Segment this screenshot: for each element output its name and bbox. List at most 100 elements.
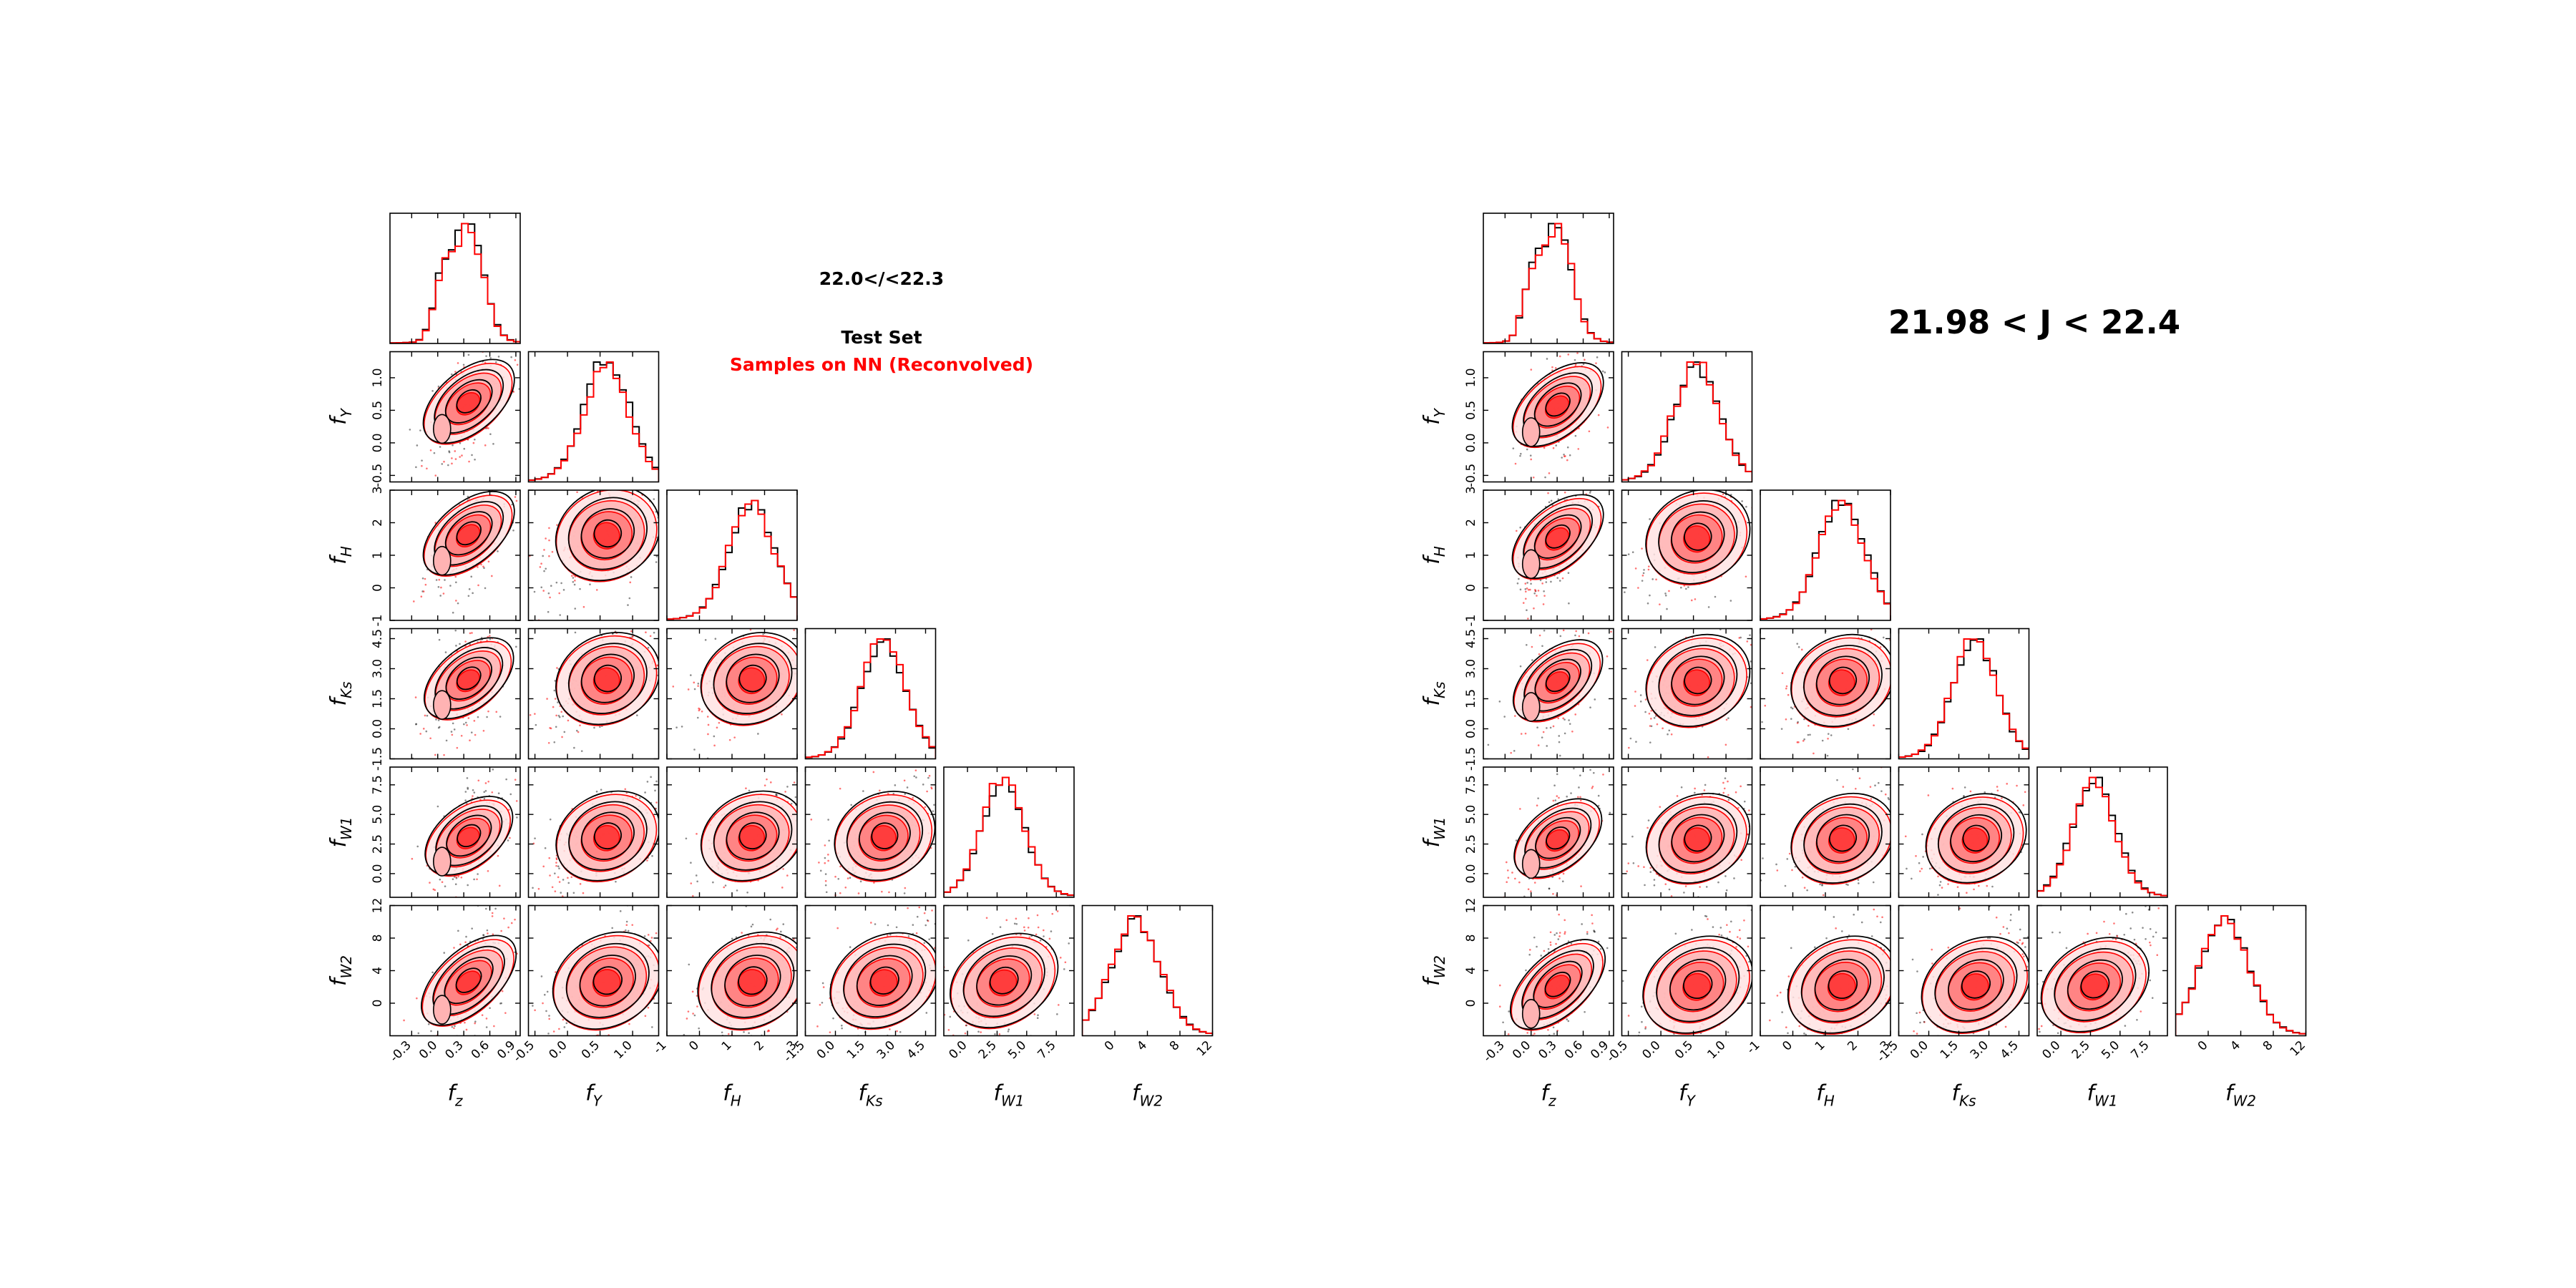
- density-contour-outline: [1816, 814, 1870, 863]
- density-contour-outline: [1671, 814, 1725, 863]
- density-contour-outline: [1921, 936, 2029, 1033]
- density-contour-outline: [962, 944, 1045, 1018]
- panel-frame: [389, 213, 521, 344]
- density-contour-outline: [1511, 362, 1604, 447]
- secondary-mode-contour: [1521, 998, 1541, 1029]
- density-contour-outline: [976, 955, 1033, 1006]
- density-contour-outline: [843, 943, 927, 1018]
- density-contour: [737, 969, 766, 997]
- y-tick-label: 3: [371, 487, 385, 494]
- density-contour-outline: [1828, 824, 1858, 852]
- density-contour-outline: [1962, 824, 1990, 852]
- density-contour-outline: [456, 521, 482, 546]
- panel-z-z: [389, 213, 521, 344]
- panel-Ks-Ks: [804, 628, 937, 760]
- y-tick-label: 1.5: [371, 689, 385, 708]
- density-contour-outline: [1814, 958, 1871, 1011]
- panel-z-W2: [389, 904, 521, 1037]
- panel-Ks-W1: [804, 766, 937, 898]
- y-tick-label: 0.5: [1464, 401, 1478, 420]
- panel-Y-W1: [527, 766, 660, 898]
- y-tick-label: -1: [371, 615, 385, 627]
- density-contour-outline: [1645, 633, 1751, 728]
- density-contour-outline: [2080, 970, 2110, 999]
- density-contour-outline: [1682, 970, 1713, 1000]
- density-contour-outline: [1645, 490, 1751, 585]
- histogram-H: [1760, 499, 1890, 620]
- density-contour-outline: [1815, 655, 1870, 706]
- annotation-1: Test Set: [841, 327, 922, 348]
- y-tick-label: 0: [371, 1000, 385, 1008]
- panel-frame: [389, 351, 521, 483]
- density-contour-outline: [423, 637, 514, 720]
- density-contour: [1828, 827, 1855, 854]
- y-tick-label: -0.5: [371, 464, 385, 487]
- y-tick-label: 0.0: [371, 433, 385, 452]
- density-contour-outline: [1802, 645, 1883, 716]
- y-tick-label: 3.0: [1464, 659, 1478, 678]
- secondary-mode-contour: [1521, 692, 1541, 722]
- panel-Y-Ks: [1621, 628, 1753, 760]
- density-contour-outline: [567, 497, 648, 570]
- panel-z-H: [1483, 489, 1614, 621]
- density-contour: [1961, 973, 1989, 1001]
- histogram-Y: [528, 361, 659, 482]
- y-tick-label: 0.0: [1464, 433, 1478, 452]
- panel-z-Ks: [389, 628, 521, 760]
- y-tick-label: 1: [1464, 552, 1478, 560]
- panel-Ks-W1: [1898, 766, 2030, 898]
- density-contour-outline: [1790, 792, 1890, 884]
- y-tick-label: 3: [1464, 487, 1478, 494]
- density-contour-outline: [1684, 666, 1712, 695]
- density-contour-outline: [1545, 668, 1571, 693]
- density-contour-outline: [568, 801, 648, 871]
- density-contour-outline: [2040, 937, 2150, 1033]
- density-contour: [1683, 525, 1711, 553]
- secondary-mode-contour: [432, 995, 452, 1025]
- panel-W1-W1: [943, 766, 1075, 898]
- secondary-mode-contour: [432, 847, 452, 877]
- y-tick-label: 2.5: [371, 834, 385, 854]
- density-contour-outline: [1950, 814, 2002, 862]
- panel-frame: [389, 628, 521, 760]
- density-contour-outline: [1800, 947, 1885, 1023]
- panel-W2-W2: [1081, 904, 1214, 1037]
- density-contour-outline: [1658, 645, 1738, 716]
- density-contour-outline: [834, 791, 936, 882]
- density-contour-outline: [1934, 947, 2018, 1022]
- y-tick-label: 0.0: [1464, 864, 1478, 883]
- panel-frame: [1621, 351, 1753, 483]
- density-contour: [738, 667, 766, 695]
- density-contour-outline: [555, 632, 659, 726]
- y-tick-label: 8: [1464, 935, 1478, 942]
- panel-Y-Y: [527, 351, 660, 483]
- density-contour-outline: [1545, 392, 1571, 417]
- density-contour: [1682, 972, 1712, 1001]
- panel-frame: [389, 766, 521, 898]
- density-contour: [2079, 973, 2109, 1001]
- density-contour-outline: [738, 664, 767, 693]
- panel-H-W2: [666, 904, 798, 1037]
- panel-W1-W2: [943, 904, 1075, 1037]
- panel-Y-Ks: [527, 628, 660, 760]
- y-tick-label: 4.5: [1464, 629, 1478, 648]
- y-tick-label: 1: [371, 552, 385, 560]
- density-contour-outline: [2067, 959, 2123, 1010]
- panel-Ks-W2: [804, 904, 937, 1037]
- density-contour-outline: [555, 490, 659, 582]
- panel-frame: [1483, 213, 1614, 344]
- secondary-mode-contour: [432, 690, 452, 720]
- histogram-Ks: [805, 638, 936, 759]
- panel-frame: [943, 766, 1075, 898]
- panel-frame: [527, 766, 660, 898]
- density-contour: [989, 969, 1018, 997]
- density-contour: [1827, 972, 1856, 1001]
- panel-z-H: [389, 489, 521, 621]
- panel-frame: [1483, 628, 1614, 760]
- histogram-W1: [944, 776, 1074, 897]
- density-contour-outline: [1642, 935, 1752, 1034]
- annotation-0: 22.0</<22.3: [819, 268, 944, 289]
- density-contour-outline: [697, 931, 797, 1030]
- panel-Y-H: [1621, 489, 1753, 621]
